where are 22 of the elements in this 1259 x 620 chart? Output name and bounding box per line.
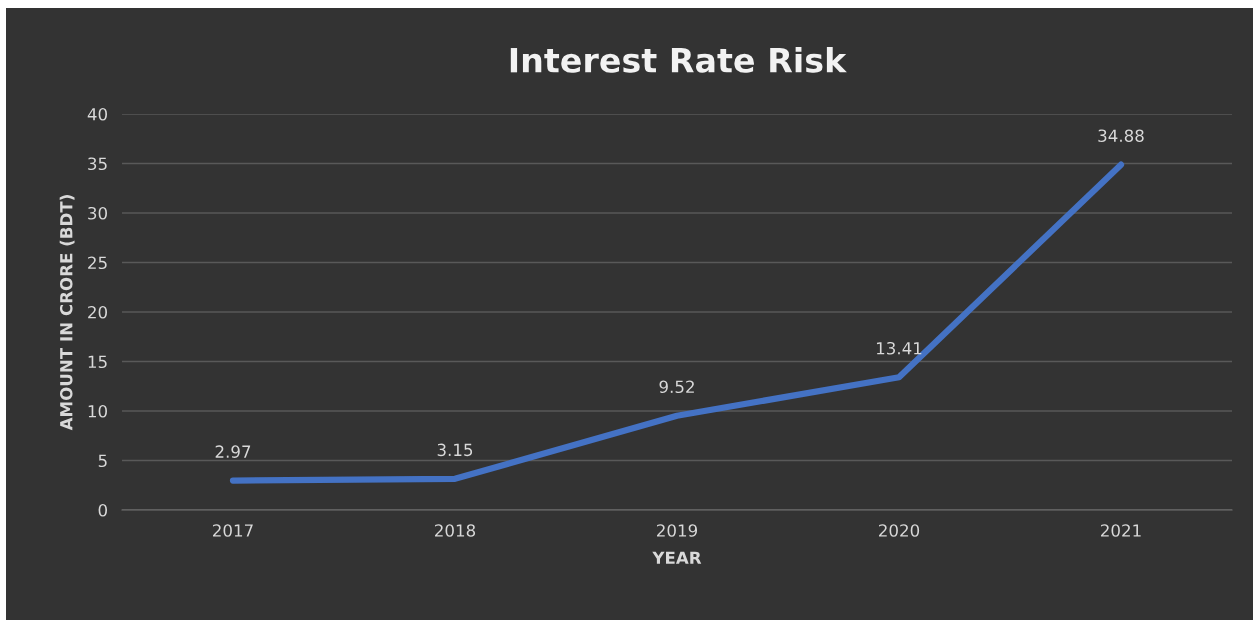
data-label: 2.97 [215,445,251,458]
x-tick-label: 2021 [1101,524,1141,537]
y-axis-title: AMOUNT IN CRORE (BDT) [59,195,75,431]
data-label: 34.88 [1098,129,1144,143]
data-label: 3.15 [437,443,473,457]
x-tick-label: 2018 [435,524,476,537]
data-label: 9.52 [659,380,694,394]
data-label: 13.41 [876,341,922,355]
y-tick-label: 30 [88,206,107,220]
x-tick-label: 2019 [657,524,698,537]
y-tick-label: 10 [88,404,107,418]
y-tick-label: 25 [88,256,107,270]
y-tick-label: 40 [87,107,107,121]
y-tick-label: 15 [88,355,107,369]
x-axis-title: YEAR [652,551,702,564]
y-tick-label: 0 [98,503,107,517]
y-tick-label: 5 [98,454,107,468]
x-tick-label: 2020 [879,524,920,537]
chart-title: Interest Rate Risk [510,47,847,73]
x-tick-label: 2017 [213,524,253,537]
y-tick-label: 35 [88,157,107,171]
y-tick-label: 20 [88,305,107,319]
